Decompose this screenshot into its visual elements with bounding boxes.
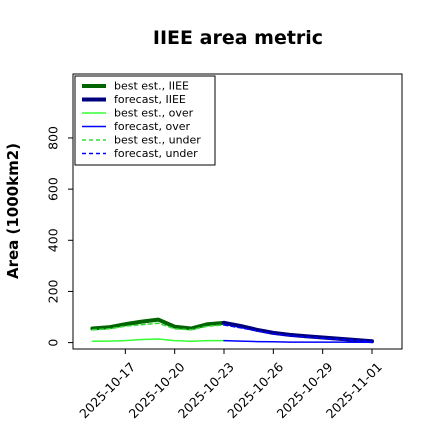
legend-label: forecast, over [114,120,190,133]
series-line-3 [223,339,373,344]
series-line-2 [91,338,225,343]
series-line-0 [90,317,226,331]
legend-label: best est., IIEE [114,80,189,93]
legend-label: forecast, under [114,147,198,160]
legend-label: forecast, IIEE [114,93,186,106]
y-tick-label: 200 [46,279,61,303]
series-layer [90,317,374,344]
series-line-5 [223,324,373,343]
legend-label: best est., under [114,134,201,147]
legend-box [74,75,216,166]
y-tick-label: 0 [46,339,61,347]
y-tick-label: 600 [46,177,61,201]
chart-title: IIEE area metric [153,27,323,49]
series-line-1 [222,320,374,344]
y-tick-label: 800 [46,126,61,150]
series-line-4 [91,322,225,331]
y-tick-label: 400 [46,228,61,252]
y-axis-label: Area (1000km2) [4,143,22,279]
legend-label: best est., over [114,107,194,120]
